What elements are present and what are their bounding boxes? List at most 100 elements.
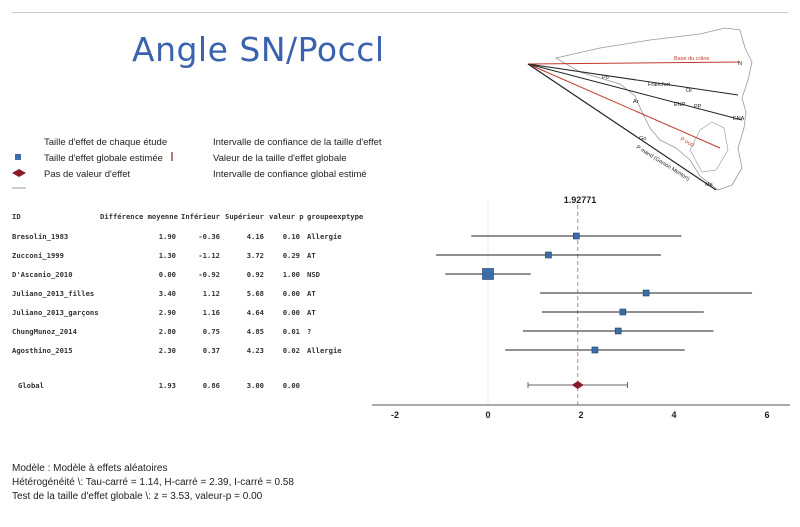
row-lower: 1.16 <box>202 308 220 317</box>
row-pvalue: 0.10 <box>282 232 300 241</box>
header-pvalue: valeur p <box>269 212 304 221</box>
row-id: Zucconi_1999 <box>12 251 64 260</box>
row-pvalue: 1.00 <box>282 270 300 279</box>
label-base-cranium: Base du crâne <box>674 56 709 62</box>
footer-test: Test de la taille d'effet globale \: z =… <box>12 491 263 502</box>
row-group: ? <box>307 327 312 336</box>
study-effect-square <box>619 308 627 316</box>
frankfort-line <box>527 63 739 96</box>
row-upper: 0.92 <box>246 270 264 279</box>
row-mean-diff: 2.90 <box>158 308 176 317</box>
row-upper: 3.72 <box>246 251 264 260</box>
row-pvalue: 0.01 <box>282 327 300 336</box>
footer-model: Modèle : Modèle à effets aléatoires <box>12 463 168 474</box>
footer-heterogeneity: Hétérogénéité \: Tau-carré = 1.14, H-car… <box>12 477 294 488</box>
row-lower: -0.92 <box>198 270 220 279</box>
legend-no-effect-value: Pas de valeur d'effet <box>44 169 131 180</box>
header-upper: Supérieur <box>225 212 264 221</box>
row-mean-diff: 1.30 <box>158 251 176 260</box>
sn-line <box>527 61 741 65</box>
study-effect-square <box>591 346 599 354</box>
header-id: ID <box>12 212 21 221</box>
legend-global-ci: Intervalle de confiance global estimé <box>213 169 367 180</box>
row-group: Allergie <box>307 232 342 241</box>
slide-title: Angle SN/Poccl <box>132 30 385 69</box>
global-mean-diff: 1.93 <box>158 381 176 390</box>
row-group: AT <box>307 251 316 260</box>
study-effect-square <box>545 251 552 259</box>
label-enp: ENP <box>674 102 686 108</box>
x-tick-label: 6 <box>764 410 769 420</box>
row-upper: 4.85 <box>246 327 264 336</box>
x-tick-label: 2 <box>578 410 583 420</box>
label-p-occl: P occl <box>679 136 695 148</box>
label-frankfort: Francfort <box>648 82 670 88</box>
header-mean-diff: Différence moyenne <box>100 212 178 221</box>
label-ar: Ar <box>633 99 639 105</box>
mandibular-line <box>527 63 717 191</box>
label-me: Me <box>705 182 713 188</box>
label-pp: PP <box>694 104 702 110</box>
x-tick-label: 0 <box>485 410 490 420</box>
legend-diamond-icon <box>12 169 26 177</box>
palatal-line <box>527 63 743 121</box>
legend-global-effect: Taille d'effet globale estimée <box>44 153 163 164</box>
row-lower: 0.75 <box>202 327 220 336</box>
row-group: Allergie <box>307 346 342 355</box>
legend-square-icon <box>15 154 21 160</box>
row-id: ChungMunoz_2014 <box>12 327 77 336</box>
teeth-outline <box>689 121 729 173</box>
row-id: Juliano_2013_garçons <box>12 308 99 317</box>
row-lower: 0.37 <box>202 346 220 355</box>
row-group: NSD <box>307 270 320 279</box>
row-id: Juliano_2013_filles <box>12 289 95 298</box>
study-effect-square <box>642 289 650 297</box>
row-pvalue: 0.00 <box>282 289 300 298</box>
legend-study-effect: Taille d'effet de chaque étude <box>44 137 168 148</box>
row-mean-diff: 0.00 <box>158 270 176 279</box>
row-upper: 4.23 <box>246 346 264 355</box>
row-group: AT <box>307 308 316 317</box>
row-mean-diff: 3.40 <box>158 289 176 298</box>
top-divider <box>12 12 788 13</box>
legend-global-effect-value: Valeur de la taille d'effet globale <box>213 153 347 164</box>
row-lower: -0.36 <box>198 232 220 241</box>
row-id: D'Ascanio_2010 <box>12 270 73 279</box>
global-effect-diamond <box>571 381 584 389</box>
global-upper: 3.00 <box>246 381 264 390</box>
study-effect-square <box>614 327 622 335</box>
header-lower: Inférieur <box>181 212 220 221</box>
row-pvalue: 0.02 <box>282 346 300 355</box>
legend-ci-effect: Intervalle de confiance de la taille d'e… <box>213 137 382 148</box>
x-tick-label: -2 <box>391 410 399 420</box>
skull-outline <box>554 27 753 191</box>
row-upper: 4.16 <box>246 232 264 241</box>
label-ena: ENA <box>733 116 745 122</box>
label-n: N <box>738 61 742 67</box>
global-lower: 0.86 <box>202 381 220 390</box>
row-mean-diff: 2.80 <box>158 327 176 336</box>
row-mean-diff: 2.30 <box>158 346 176 355</box>
label-or: Or <box>686 88 692 94</box>
row-pvalue: 0.29 <box>282 251 300 260</box>
row-pvalue: 0.00 <box>282 308 300 317</box>
row-mean-diff: 1.90 <box>158 232 176 241</box>
label-po: Po <box>602 75 609 81</box>
row-upper: 5.68 <box>246 289 264 298</box>
cephalometric-diagram: Base du crâne N Po Francfort Or Ar ENP PP ENA Go P… <box>527 27 753 191</box>
row-id: Bresolin_1983 <box>12 232 69 241</box>
study-effect-square <box>573 232 580 240</box>
summary-value-label: 1.92771 <box>564 195 597 205</box>
header-group: groupeexptype <box>307 212 364 221</box>
label-go: Go <box>639 136 646 142</box>
row-group: AT <box>307 289 316 298</box>
row-id: Agosthino_2015 <box>12 346 73 355</box>
x-tick-label: 4 <box>671 410 676 420</box>
label-p-mand: P mand (Gonion Menton) <box>635 145 691 183</box>
row-lower: 1.12 <box>202 289 220 298</box>
occlusal-line <box>527 63 721 149</box>
row-lower: -1.12 <box>198 251 220 260</box>
global-id: Global <box>18 381 44 390</box>
global-pvalue: 0.00 <box>282 381 300 390</box>
